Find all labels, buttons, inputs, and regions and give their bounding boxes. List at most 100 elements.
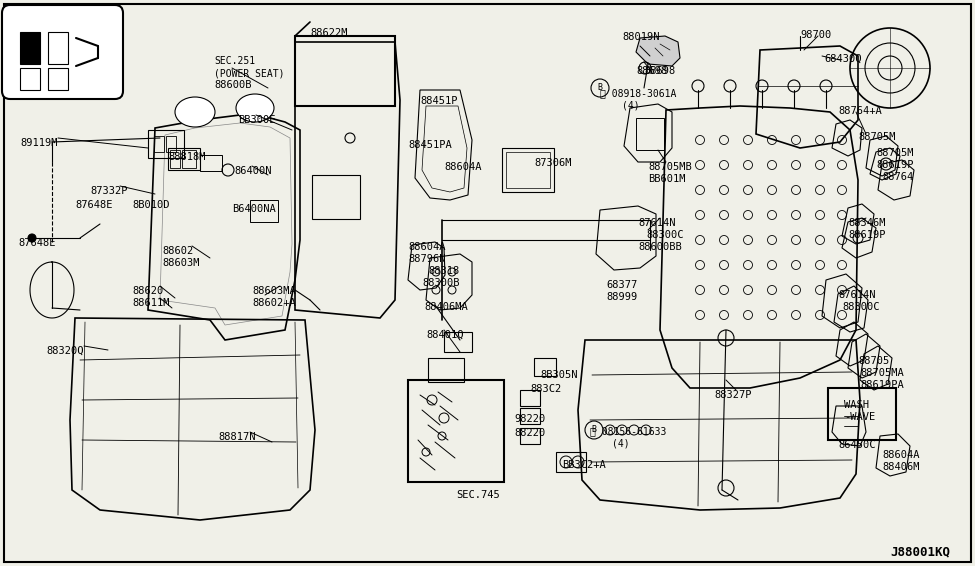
- Text: 88327P: 88327P: [714, 390, 752, 400]
- Text: 88705MB: 88705MB: [648, 162, 691, 172]
- Text: 88600BB: 88600BB: [638, 242, 682, 252]
- Bar: [154, 136, 164, 152]
- Bar: [636, 118, 664, 150]
- Text: 87614N: 87614N: [638, 218, 676, 228]
- Text: 88818M: 88818M: [168, 152, 206, 162]
- Bar: [166, 136, 176, 152]
- Text: BB601M: BB601M: [648, 174, 685, 184]
- Bar: [502, 148, 554, 192]
- Text: 89119M: 89119M: [20, 138, 58, 148]
- Text: 88604A: 88604A: [444, 162, 482, 172]
- Text: 87332P: 87332P: [90, 186, 128, 196]
- Text: WASH: WASH: [844, 400, 869, 410]
- Bar: [295, 36, 395, 106]
- Text: 8B010D: 8B010D: [132, 200, 170, 210]
- Text: Ⓑ 08918-3061A: Ⓑ 08918-3061A: [600, 88, 677, 98]
- Text: 88705M: 88705M: [858, 132, 895, 142]
- Text: 68430Q: 68430Q: [824, 54, 862, 64]
- Text: 88705: 88705: [858, 356, 889, 366]
- Bar: [312, 175, 360, 219]
- Text: B: B: [592, 426, 597, 435]
- Text: 68377: 68377: [606, 280, 638, 290]
- Text: SEC.745: SEC.745: [456, 490, 500, 500]
- Bar: [520, 428, 540, 444]
- Text: 88401Q: 88401Q: [426, 330, 463, 340]
- Text: 88796N: 88796N: [408, 254, 446, 264]
- Text: 88602+A: 88602+A: [252, 298, 295, 308]
- Text: 88300B: 88300B: [422, 278, 459, 288]
- Bar: [250, 200, 278, 222]
- Text: 88604A: 88604A: [882, 450, 919, 460]
- Text: 88346M: 88346M: [848, 218, 885, 228]
- Bar: [200, 155, 222, 171]
- Bar: [48, 32, 68, 64]
- Text: 88999: 88999: [606, 292, 638, 302]
- Text: 88619P: 88619P: [848, 230, 885, 240]
- Text: 88619PA: 88619PA: [860, 380, 904, 390]
- Text: 88604A: 88604A: [408, 242, 446, 252]
- Text: B: B: [598, 84, 603, 92]
- Text: 88300C: 88300C: [646, 230, 683, 240]
- Bar: [48, 68, 68, 90]
- Text: 88705M: 88705M: [876, 148, 914, 158]
- Bar: [506, 152, 550, 188]
- Bar: [20, 68, 40, 90]
- Text: 88406M: 88406M: [882, 462, 919, 472]
- Text: 8B305N: 8B305N: [540, 370, 577, 380]
- Text: 88764+A: 88764+A: [838, 106, 881, 116]
- Text: 88603MA: 88603MA: [252, 286, 295, 296]
- Text: 88698: 88698: [644, 66, 676, 76]
- Bar: [170, 150, 180, 168]
- Bar: [520, 408, 540, 424]
- Text: 86450C: 86450C: [838, 440, 876, 450]
- Text: 88764: 88764: [882, 172, 914, 182]
- Text: J88001KQ: J88001KQ: [890, 545, 950, 558]
- Ellipse shape: [236, 94, 274, 122]
- Text: 88619P: 88619P: [876, 160, 914, 170]
- Bar: [182, 150, 196, 168]
- Text: Ⓑ 08156-61633: Ⓑ 08156-61633: [590, 426, 666, 436]
- Text: SEC.251: SEC.251: [214, 56, 255, 66]
- Text: 88019N: 88019N: [622, 32, 659, 42]
- Text: 88603M: 88603M: [162, 258, 200, 268]
- Bar: [428, 358, 464, 382]
- Text: 88300C: 88300C: [842, 302, 879, 312]
- Text: 98220: 98220: [514, 414, 545, 424]
- Polygon shape: [636, 36, 680, 66]
- Text: BB300E: BB300E: [238, 115, 276, 125]
- FancyBboxPatch shape: [2, 5, 123, 99]
- Text: 88620: 88620: [132, 286, 163, 296]
- Text: (4): (4): [612, 438, 630, 448]
- Ellipse shape: [175, 97, 215, 127]
- Text: 88622M: 88622M: [310, 28, 347, 38]
- Bar: [168, 148, 200, 170]
- Text: 88451P: 88451P: [420, 96, 457, 106]
- Text: 88318: 88318: [428, 266, 459, 276]
- Bar: [534, 358, 556, 376]
- Bar: [520, 390, 540, 406]
- Circle shape: [28, 234, 36, 242]
- Text: 883C2: 883C2: [530, 384, 562, 394]
- Text: -WAVE: -WAVE: [844, 412, 876, 422]
- Bar: [20, 32, 40, 64]
- Text: 88451PA: 88451PA: [408, 140, 451, 150]
- Bar: [828, 388, 896, 440]
- Text: (4): (4): [622, 100, 640, 110]
- Text: 88320Q: 88320Q: [46, 346, 84, 356]
- Text: 88817N: 88817N: [218, 432, 255, 442]
- Text: 87614N: 87614N: [838, 290, 876, 300]
- Bar: [444, 332, 472, 352]
- Bar: [556, 452, 586, 472]
- Text: B6400NA: B6400NA: [232, 204, 276, 214]
- Text: 88220: 88220: [514, 428, 545, 438]
- Text: 88611M: 88611M: [132, 298, 170, 308]
- Text: 88406MA: 88406MA: [424, 302, 468, 312]
- Text: 88698: 88698: [636, 66, 667, 76]
- Text: 87648E: 87648E: [75, 200, 112, 210]
- Text: 88600B: 88600B: [214, 80, 252, 90]
- Bar: [408, 380, 504, 482]
- Text: 98700: 98700: [800, 30, 832, 40]
- Text: BB3C2+A: BB3C2+A: [562, 460, 605, 470]
- Text: 87306M: 87306M: [534, 158, 571, 168]
- Bar: [148, 130, 184, 158]
